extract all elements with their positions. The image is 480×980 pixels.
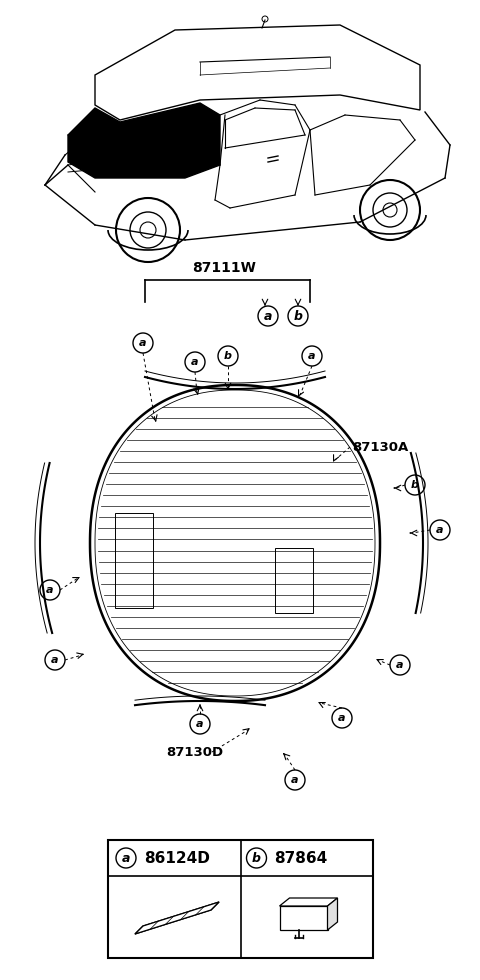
Bar — [279, 906, 327, 930]
Bar — [275, 548, 313, 613]
Text: a: a — [436, 525, 444, 535]
Text: 87864: 87864 — [275, 851, 328, 865]
Text: a: a — [291, 775, 299, 785]
Text: b: b — [224, 351, 232, 361]
Text: b: b — [411, 480, 419, 490]
Text: a: a — [122, 852, 130, 864]
Polygon shape — [279, 898, 337, 906]
Polygon shape — [135, 902, 219, 934]
Polygon shape — [327, 898, 337, 930]
Text: a: a — [196, 719, 204, 729]
Text: a: a — [51, 655, 59, 665]
Text: 86124D: 86124D — [144, 851, 210, 865]
Text: 87130A: 87130A — [352, 440, 408, 454]
Text: a: a — [264, 310, 272, 322]
Text: b: b — [252, 852, 261, 864]
Text: a: a — [191, 357, 199, 367]
Text: b: b — [293, 310, 302, 322]
Text: a: a — [396, 660, 404, 670]
Text: a: a — [338, 713, 346, 723]
Bar — [108, 840, 373, 958]
Text: a: a — [139, 338, 147, 348]
Polygon shape — [68, 103, 220, 178]
Text: a: a — [308, 351, 316, 361]
Text: a: a — [46, 585, 54, 595]
Bar — [115, 513, 153, 608]
Text: 87130D: 87130D — [167, 746, 224, 759]
Text: 87111W: 87111W — [192, 261, 256, 275]
